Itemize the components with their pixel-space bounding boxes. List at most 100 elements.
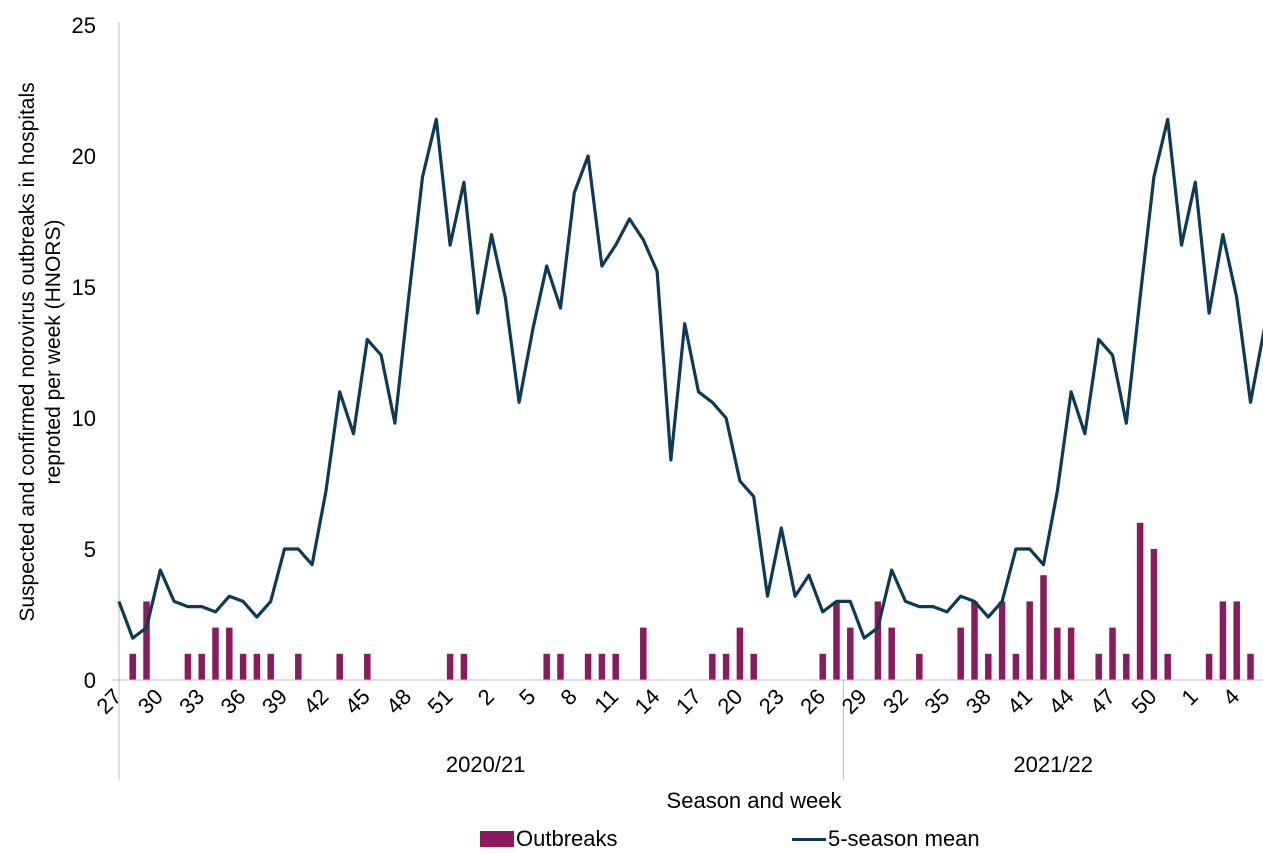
outbreak-bar xyxy=(874,601,882,680)
outbreak-bar xyxy=(640,627,647,680)
outbreak-bar xyxy=(998,601,1006,680)
mean-line-group xyxy=(117,117,1263,640)
x-tick-label: 17 xyxy=(671,684,706,719)
outbreak-bar xyxy=(1205,653,1213,680)
x-tick-label: 23 xyxy=(754,684,789,719)
outbreak-bar xyxy=(833,601,840,680)
x-tick-label: 5 xyxy=(514,684,540,710)
outbreak-bar xyxy=(1109,627,1116,680)
x-tick-label: 51 xyxy=(423,684,458,719)
outbreak-bar xyxy=(143,601,150,680)
outbreak-bar xyxy=(336,653,343,680)
outbreak-bar xyxy=(971,601,978,680)
outbreak-bars xyxy=(129,522,1254,680)
outbreak-bar xyxy=(736,627,744,680)
legend: Outbreaks 5-season mean xyxy=(0,826,1263,852)
outbreak-bar xyxy=(750,653,757,680)
x-tick-label: 11 xyxy=(589,684,623,718)
outbreak-bar xyxy=(1040,575,1047,680)
x-tick-label: 20 xyxy=(712,684,747,719)
x-tick-label: 14 xyxy=(630,684,665,719)
y-axis-title-line-2: reproted per week (HNORS) xyxy=(42,220,65,485)
y-tick-label: 25 xyxy=(72,13,96,38)
outbreak-bar xyxy=(709,653,716,680)
legend-item-mean: 5-season mean xyxy=(792,826,980,852)
x-tick-label: 42 xyxy=(298,684,333,719)
outbreak-bar xyxy=(957,627,964,680)
outbreak-bar xyxy=(1026,601,1033,680)
outbreak-bar xyxy=(612,653,619,680)
outbreak-bar xyxy=(446,653,454,680)
outbreak-bar xyxy=(129,653,136,680)
y-tick-label: 5 xyxy=(84,537,96,562)
x-tick-label: 50 xyxy=(1126,684,1161,719)
x-tick-label: 1 xyxy=(1176,684,1202,710)
mean-line xyxy=(117,117,1263,640)
x-tick-label: 29 xyxy=(837,684,872,719)
y-tick-label: 10 xyxy=(72,406,96,431)
x-tick-label: 35 xyxy=(919,684,954,719)
outbreak-bar xyxy=(1012,653,1020,680)
x-tick-label: 8 xyxy=(555,684,581,710)
y-tick-label: 15 xyxy=(72,275,96,300)
outbreak-bar xyxy=(267,653,274,680)
outbreak-bar xyxy=(1136,522,1144,680)
outbreak-bar xyxy=(1123,653,1130,680)
outbreak-bar xyxy=(1247,653,1254,680)
outbreak-bar xyxy=(1067,627,1075,680)
outbreak-bar xyxy=(1164,653,1171,680)
season-label: 2020/21 xyxy=(446,752,526,777)
x-tick-label: 48 xyxy=(381,684,416,719)
outbreak-bar xyxy=(598,653,606,680)
season-labels: 2020/21 2021/22 xyxy=(446,752,1093,777)
y-axis-title-line-1: Suspected and confirmed norovirus outbre… xyxy=(16,82,39,621)
outbreak-bar xyxy=(1233,601,1240,680)
x-tick-label: 38 xyxy=(961,684,996,719)
x-tick-label: 27 xyxy=(91,684,126,719)
outbreak-bar xyxy=(460,653,468,680)
outbreak-bar xyxy=(253,653,261,680)
y-axis-ticks: 0 5 10 15 20 25 xyxy=(72,13,96,693)
outbreak-bar xyxy=(226,627,233,680)
outbreak-bar xyxy=(184,653,192,680)
outbreak-bar xyxy=(888,627,895,680)
outbreak-bar xyxy=(557,653,564,680)
legend-label-outbreaks: Outbreaks xyxy=(516,826,618,851)
y-tick-label: 20 xyxy=(72,144,96,169)
outbreak-bar xyxy=(543,653,550,680)
outbreak-bar xyxy=(295,653,302,680)
outbreak-bar xyxy=(916,653,923,680)
x-tick-label: 41 xyxy=(1002,684,1037,719)
x-tick-label: 47 xyxy=(1085,684,1120,719)
x-tick-label: 4 xyxy=(1218,684,1244,710)
x-tick-label: 32 xyxy=(878,684,913,719)
y-axis-title: Suspected and confirmed norovirus outbre… xyxy=(16,82,65,621)
outbreak-bar xyxy=(722,653,730,680)
x-tick-label: 26 xyxy=(795,684,830,719)
outbreak-bar xyxy=(239,653,247,680)
legend-item-outbreaks: Outbreaks xyxy=(480,826,618,852)
outbreak-bar xyxy=(1150,549,1158,680)
outbreak-bar xyxy=(819,653,826,680)
outbreak-bar xyxy=(985,653,992,680)
x-tick-label: 44 xyxy=(1044,684,1079,719)
x-tick-label: 45 xyxy=(340,684,375,719)
x-tick-label: 36 xyxy=(216,684,251,719)
x-axis-ticks: 27 30 33 36 39 42 45 48 51 2 5 8 11 14 17 20 23 26 29 32 35 3… xyxy=(91,684,1244,719)
outbreak-bar xyxy=(584,653,592,680)
x-tick-label: 33 xyxy=(174,684,209,719)
season-label: 2021/22 xyxy=(1013,752,1093,777)
legend-label-mean: 5-season mean xyxy=(828,826,980,851)
outbreak-bar xyxy=(212,627,219,680)
x-tick-label: 2 xyxy=(473,684,499,710)
x-tick-label: 30 xyxy=(133,684,168,719)
x-axis-title: Season and week xyxy=(667,788,843,813)
outbreak-bar xyxy=(198,653,205,680)
outbreak-bar xyxy=(1219,601,1227,680)
x-tick-label: 39 xyxy=(257,684,292,719)
legend-swatch-outbreaks xyxy=(480,831,514,847)
axes xyxy=(112,22,1263,780)
outbreak-bar xyxy=(1095,653,1102,680)
outbreak-bar xyxy=(1054,627,1061,680)
